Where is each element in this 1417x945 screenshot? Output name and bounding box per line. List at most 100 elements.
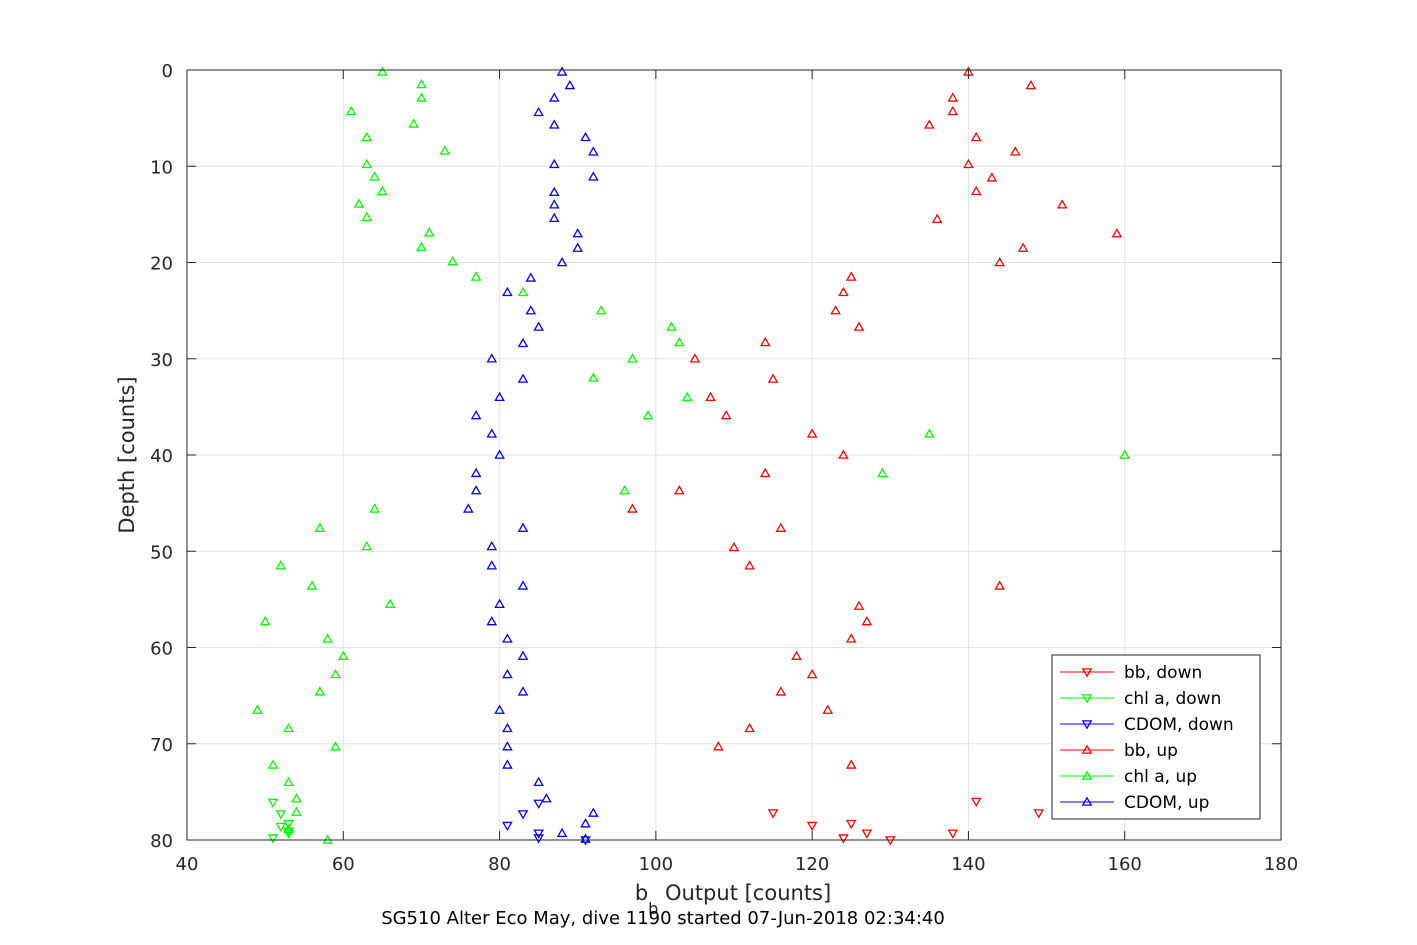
data-point xyxy=(369,171,380,181)
data-point xyxy=(361,131,373,142)
data-point xyxy=(548,92,560,102)
data-point xyxy=(533,321,544,331)
data-point xyxy=(494,449,505,459)
data-point xyxy=(377,66,388,76)
data-point xyxy=(252,704,263,714)
data-point xyxy=(924,119,935,129)
data-point xyxy=(502,722,513,733)
data-point xyxy=(963,158,974,169)
data-point xyxy=(470,271,482,281)
series-2-points xyxy=(502,799,591,846)
data-point xyxy=(416,92,427,102)
figure-caption: SG510 Alter Eco May, dive 1190 started 0… xyxy=(381,908,945,929)
data-point xyxy=(416,78,427,89)
data-point xyxy=(517,686,529,696)
data-point xyxy=(377,185,388,196)
legend-marker xyxy=(1081,668,1093,678)
data-point xyxy=(588,171,599,181)
legend-item: chl a, up xyxy=(1060,767,1197,787)
data-point xyxy=(681,391,693,402)
data-point xyxy=(673,485,685,495)
data-point xyxy=(283,722,294,733)
y-tick-label: 60 xyxy=(150,639,173,660)
data-point xyxy=(361,158,373,169)
data-point xyxy=(970,185,982,196)
data-point xyxy=(580,836,591,846)
data-point xyxy=(353,198,365,208)
data-point xyxy=(502,668,513,679)
data-point xyxy=(767,809,779,819)
data-point xyxy=(619,485,630,495)
data-point xyxy=(548,186,560,197)
data-point xyxy=(439,145,451,155)
data-point xyxy=(369,503,380,513)
data-point xyxy=(486,353,498,363)
data-point xyxy=(486,428,498,438)
data-point xyxy=(838,449,849,459)
data-point xyxy=(416,241,427,251)
data-point xyxy=(291,806,302,816)
data-point xyxy=(822,704,834,714)
data-point xyxy=(525,305,537,315)
data-point xyxy=(947,829,959,839)
legend-label: chl a, down xyxy=(1124,689,1221,709)
legend-label: CDOM, down xyxy=(1124,715,1234,735)
y-tick-label: 50 xyxy=(150,542,173,563)
data-point xyxy=(447,256,459,266)
data-point xyxy=(884,836,896,846)
data-point xyxy=(517,580,529,590)
data-point xyxy=(588,146,599,156)
data-point xyxy=(564,79,576,90)
data-point xyxy=(759,467,771,478)
x-tick-label: 140 xyxy=(951,854,985,875)
data-point xyxy=(345,105,357,116)
legend-label: bb, up xyxy=(1124,741,1178,761)
data-point xyxy=(322,633,333,643)
data-point xyxy=(384,598,396,608)
data-point xyxy=(572,228,584,238)
data-point xyxy=(744,722,755,733)
data-point xyxy=(947,92,959,102)
data-point xyxy=(861,829,873,839)
series-5-points xyxy=(462,66,599,843)
data-point xyxy=(267,798,279,808)
data-point xyxy=(556,256,568,267)
data-point xyxy=(1056,199,1068,209)
data-point xyxy=(423,227,435,237)
data-point xyxy=(705,391,716,402)
data-point xyxy=(470,467,482,478)
x-tick-label: 60 xyxy=(332,854,355,875)
data-point xyxy=(548,199,560,209)
y-tick-label: 40 xyxy=(150,446,173,467)
y-tick-label: 30 xyxy=(150,350,173,371)
data-point xyxy=(572,242,584,252)
data-point xyxy=(556,66,568,76)
x-axis-label-subscript: b xyxy=(648,899,658,918)
legend-marker xyxy=(1081,744,1093,754)
x-tick-label: 160 xyxy=(1108,854,1142,875)
legend-item: CDOM, up xyxy=(1060,793,1209,813)
data-point xyxy=(322,834,333,844)
y-tick-label: 0 xyxy=(162,61,173,82)
data-point xyxy=(1009,146,1021,156)
data-point xyxy=(845,633,857,643)
data-point xyxy=(853,600,865,610)
data-point xyxy=(642,410,654,420)
data-point xyxy=(931,213,943,223)
data-point xyxy=(494,598,505,608)
data-point xyxy=(924,428,935,438)
data-point xyxy=(283,823,294,834)
data-point xyxy=(861,616,873,626)
legend-label: chl a, up xyxy=(1124,767,1197,787)
legend-item: bb, down xyxy=(1060,663,1202,683)
data-point xyxy=(595,305,607,315)
legend-marker xyxy=(1081,796,1093,806)
x-tick-label: 120 xyxy=(795,854,829,875)
data-point xyxy=(267,759,279,769)
data-points xyxy=(252,66,1131,846)
data-point xyxy=(502,633,513,643)
data-point xyxy=(580,833,591,843)
x-tick-label: 100 xyxy=(639,854,673,875)
data-point xyxy=(533,829,544,839)
